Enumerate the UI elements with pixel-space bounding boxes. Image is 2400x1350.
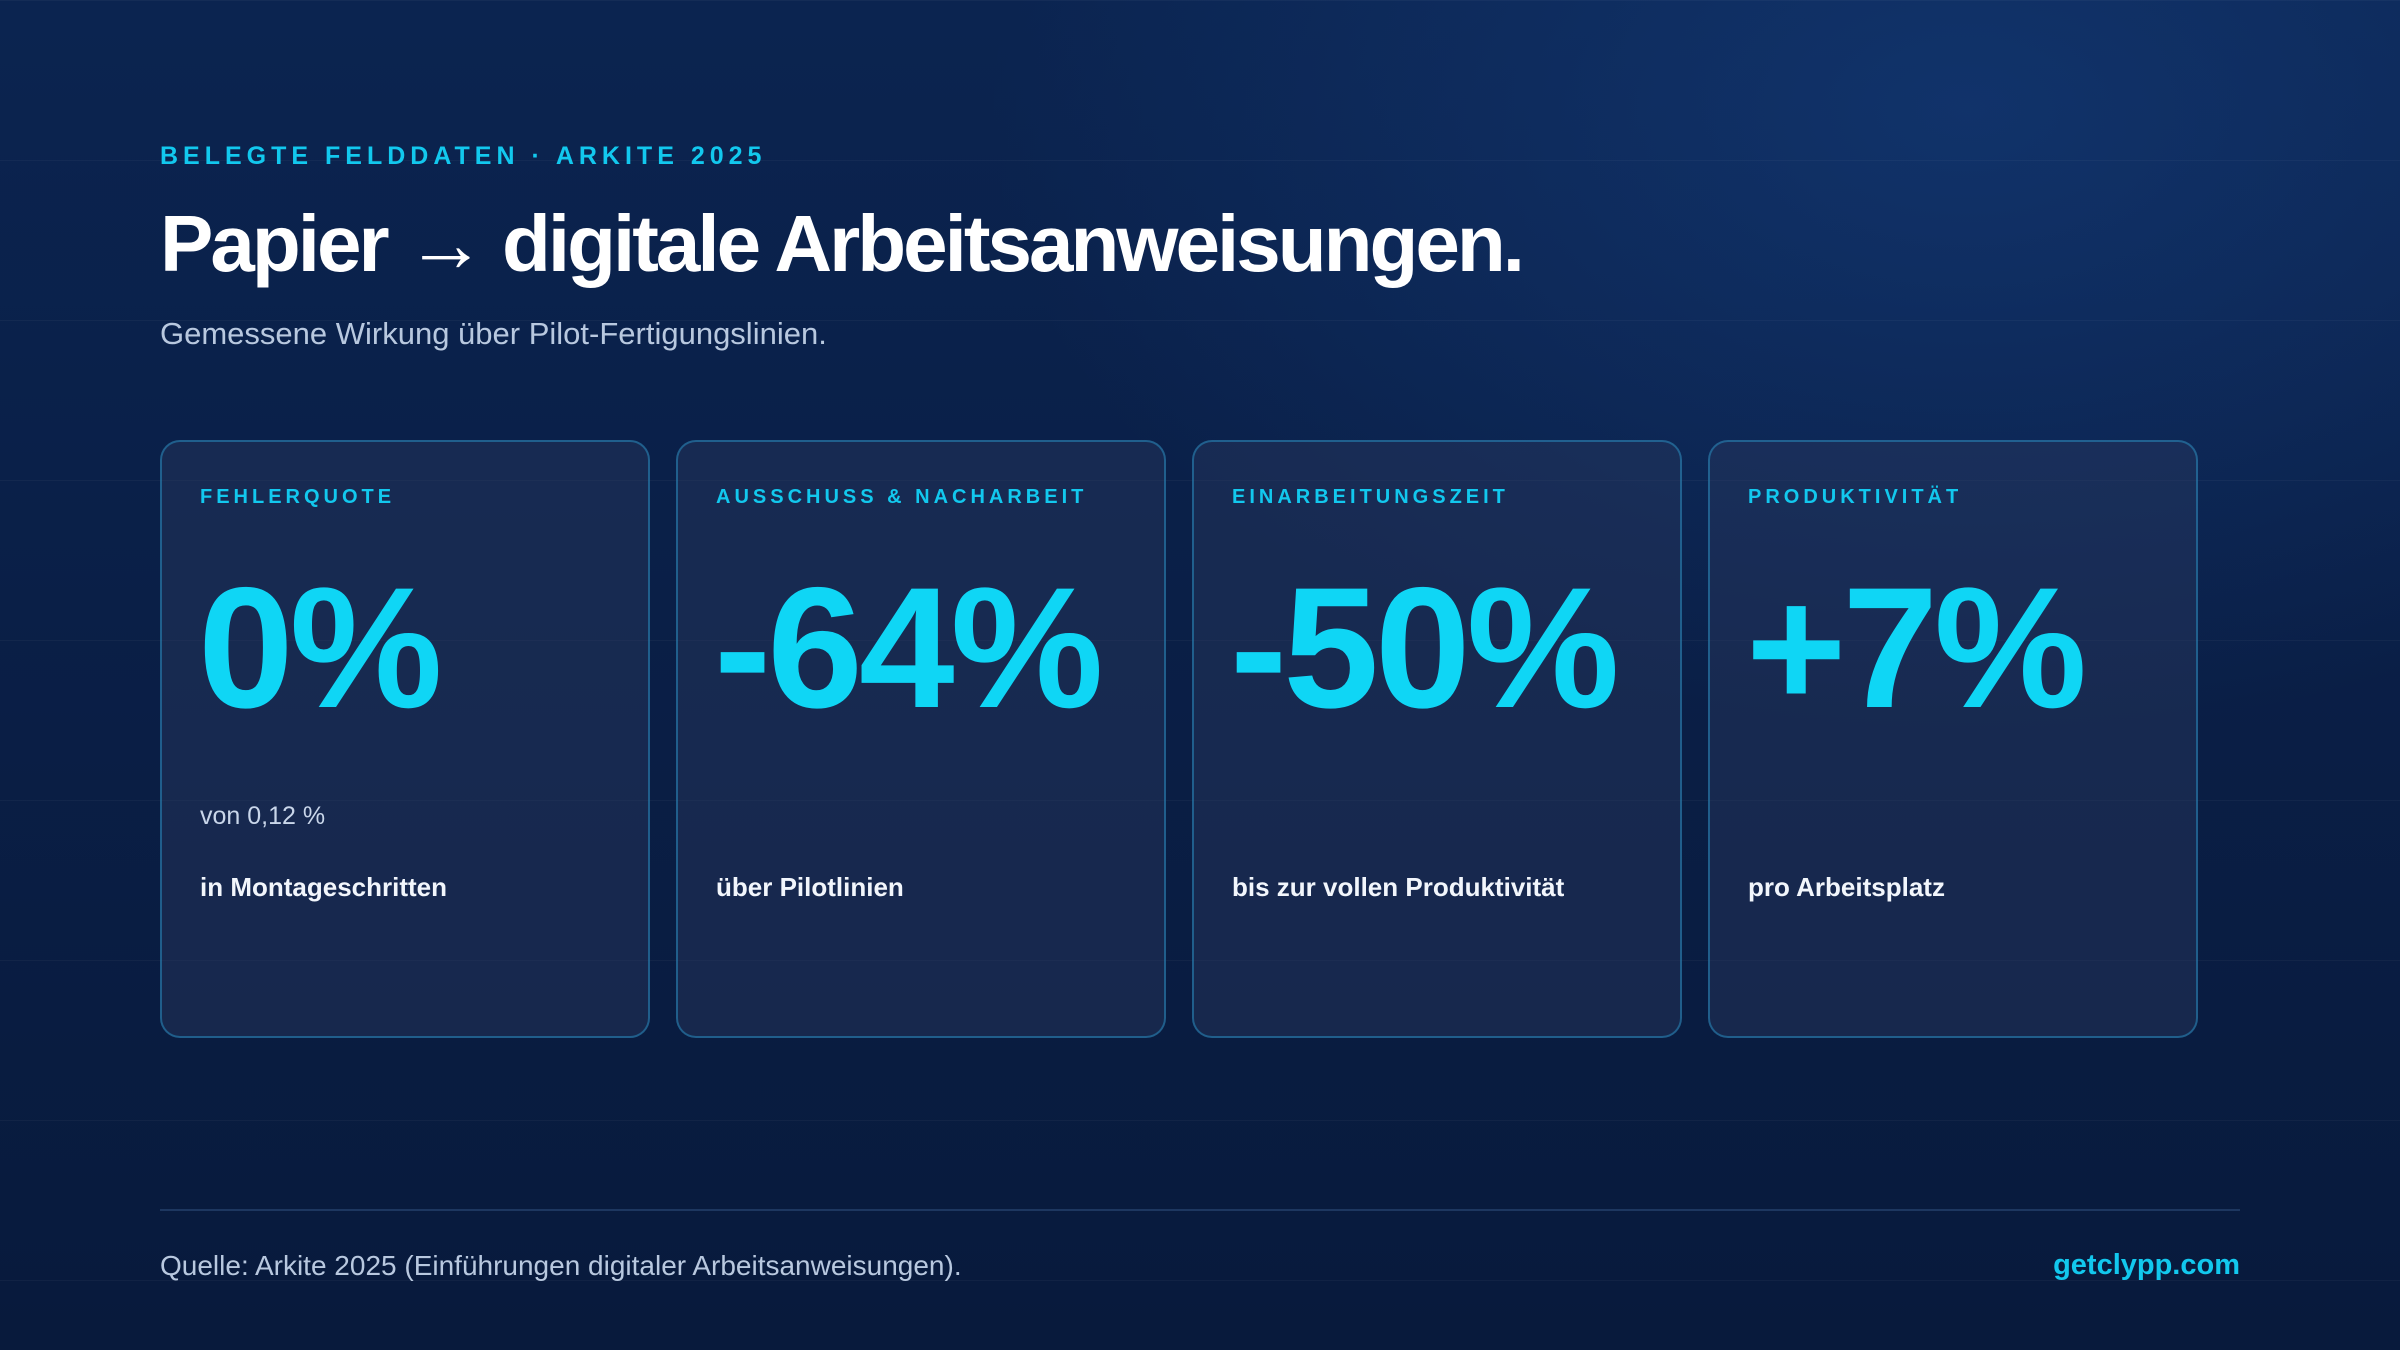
metric-card-produktivitaet: PRODUKTIVITÄT +7% pro Arbeitsplatz — [1708, 440, 2198, 1038]
metric-card-fehlerquote: FEHLERQUOTE 0% von 0,12 % in Montageschr… — [160, 440, 650, 1038]
footer-divider — [160, 1209, 2240, 1211]
metric-description: in Montageschritten — [200, 872, 448, 902]
website-link[interactable]: getclypp.com — [2053, 1249, 2240, 1281]
metric-note: von 0,12 % — [200, 802, 326, 830]
page-subtitle: Gemessene Wirkung über Pilot-Fertigungsl… — [160, 316, 827, 351]
metric-value: +7% — [1746, 552, 2087, 744]
metric-value: 0% — [198, 552, 443, 744]
metric-label: FEHLERQUOTE — [200, 486, 396, 508]
metric-card-ausschuss: AUSSCHUSS & NACHARBEIT -64% über Pilotli… — [676, 440, 1166, 1038]
metric-value: -50% — [1230, 552, 1620, 744]
source-citation: Quelle: Arkite 2025 (Einführungen digita… — [160, 1250, 962, 1281]
metric-value: -64% — [714, 552, 1104, 744]
metric-description: bis zur vollen Produktivität — [1232, 872, 1565, 902]
metric-card-einarbeitungszeit: EINARBEITUNGSZEIT -50% bis zur vollen Pr… — [1192, 440, 1682, 1038]
metric-label: PRODUKTIVITÄT — [1748, 486, 1963, 508]
metric-label: EINARBEITUNGSZEIT — [1232, 486, 1509, 508]
metric-description: über Pilotlinien — [716, 872, 904, 902]
page-title: Papier → digitale Arbeitsanweisungen. — [160, 199, 1525, 288]
slide-content: BELEGTE FELDDATEN · ARKITE 2025 Papier →… — [160, 0, 2240, 1350]
eyebrow-label: BELEGTE FELDDATEN · ARKITE 2025 — [160, 142, 767, 170]
metric-cards: FEHLERQUOTE 0% von 0,12 % in Montageschr… — [160, 440, 2198, 1038]
metric-label: AUSSCHUSS & NACHARBEIT — [716, 486, 1088, 508]
metric-description: pro Arbeitsplatz — [1748, 872, 1945, 902]
